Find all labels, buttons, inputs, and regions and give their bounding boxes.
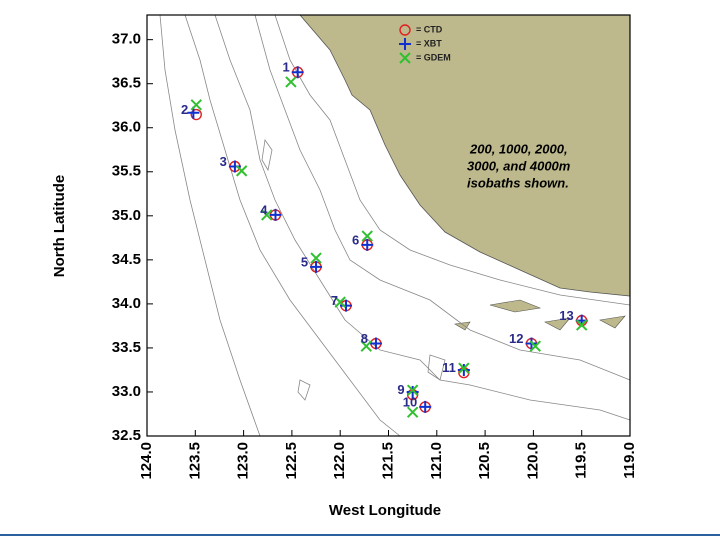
legend-marker	[399, 24, 411, 36]
station-cross	[235, 165, 248, 177]
station-cross	[575, 319, 588, 331]
isobaths	[159, 14, 631, 437]
station-plus	[361, 238, 374, 251]
x-tick-label: 122.5	[283, 442, 300, 480]
station-cross	[334, 296, 346, 308]
station-cross	[285, 76, 297, 88]
station-plus	[228, 160, 241, 173]
station-label: 7	[331, 293, 338, 308]
station-plus	[406, 385, 419, 398]
y-tick-label: 35.5	[112, 163, 141, 180]
station-cross	[190, 99, 202, 111]
station-label: 11	[442, 360, 456, 375]
station-label: 2	[181, 102, 188, 117]
legend-label: = GDEM	[416, 52, 451, 62]
x-tick-label: 119.5	[573, 442, 590, 479]
station-plus	[457, 363, 470, 376]
y-tick-label: 35.0	[112, 207, 141, 224]
legend-marker	[399, 52, 411, 64]
station-cross	[529, 340, 542, 352]
station-circle	[190, 108, 202, 121]
annotation-line: isobaths shown.	[467, 175, 569, 190]
y-tick-label: 34.5	[112, 251, 141, 268]
y-tick-label: 34.0	[112, 295, 141, 312]
station-label: 12	[509, 331, 523, 346]
station-plus	[269, 208, 282, 221]
x-axis-label: West Longitude	[329, 502, 441, 519]
station-cross	[406, 406, 419, 418]
x-tick-label: 122.0	[331, 442, 348, 480]
y-tick-label: 33.5	[112, 339, 141, 356]
station-label: 8	[361, 331, 368, 346]
station-cross	[361, 230, 373, 242]
y-tick-label: 37.0	[112, 31, 141, 48]
x-tick-label: 119.0	[621, 442, 638, 479]
station-cross	[360, 340, 372, 352]
station-cross	[261, 209, 273, 221]
station-label: 13	[559, 308, 573, 323]
land	[299, 14, 631, 297]
legend-label: = XBT	[416, 38, 442, 48]
annotation-line: 3000, and 4000m	[467, 158, 571, 173]
station-label: 1	[282, 60, 289, 75]
x-tick-label: 121.5	[379, 442, 396, 480]
station-cross	[406, 384, 419, 396]
legend-label: = CTD	[416, 24, 443, 34]
x-tick-label: 123.5	[186, 442, 203, 480]
station-label: 4	[260, 202, 268, 217]
station-cross	[458, 362, 470, 374]
station-label: 9	[397, 382, 404, 397]
y-tick-label: 33.0	[112, 383, 141, 400]
station-cross	[310, 252, 322, 264]
y-tick-label: 32.5	[112, 427, 141, 444]
x-tick-label: 121.0	[428, 442, 445, 480]
annotation-line: 200, 1000, 2000,	[469, 141, 568, 156]
station-label: 5	[301, 254, 308, 269]
station-plus	[291, 66, 304, 79]
x-tick-label: 120.0	[524, 442, 541, 480]
x-tick-label: 120.5	[476, 442, 493, 480]
y-tick-label: 36.0	[112, 119, 141, 136]
x-tick-label: 124.0	[138, 442, 155, 480]
station-plus	[310, 260, 323, 273]
station-plus	[339, 299, 352, 312]
station-plus	[419, 400, 432, 413]
x-tick-label: 123.0	[235, 442, 252, 480]
legend-marker	[399, 38, 411, 50]
islands	[454, 299, 626, 331]
station-label: 3	[220, 154, 227, 169]
y-tick-label: 36.5	[112, 75, 141, 92]
y-axis-label: North Latitude	[51, 175, 68, 278]
station-label: 6	[352, 232, 359, 247]
station-label: 10	[403, 394, 417, 409]
station-plus	[369, 337, 382, 350]
